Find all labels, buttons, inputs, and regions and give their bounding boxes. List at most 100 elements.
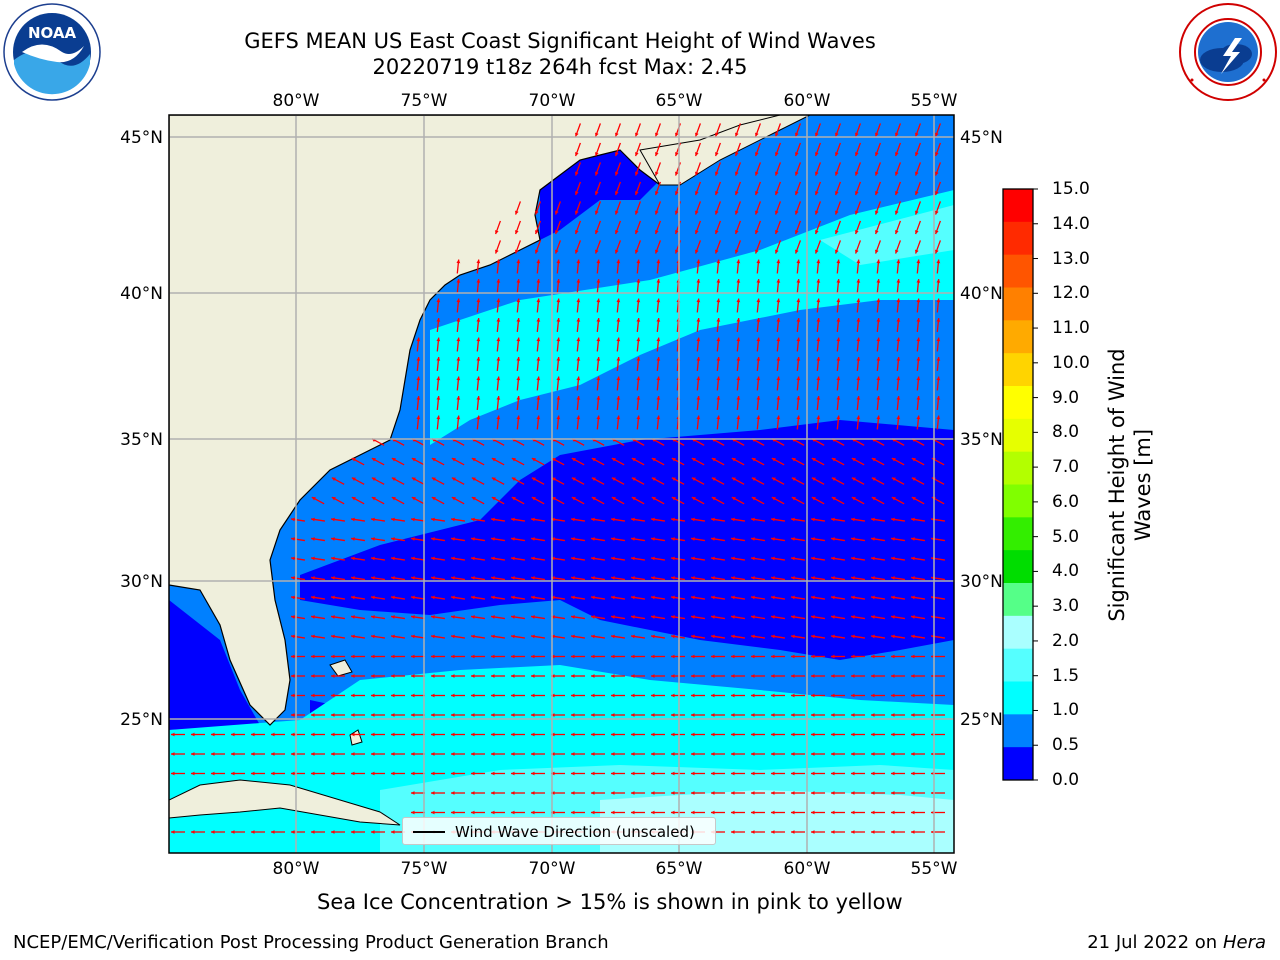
wave-arrow-head xyxy=(556,259,561,264)
wave-arrow-head xyxy=(911,791,915,795)
wave-arrow-head xyxy=(631,595,635,600)
wave-arrow-head xyxy=(591,791,595,795)
wave-arrow-head xyxy=(616,415,621,420)
wave-arrow-head xyxy=(436,318,441,322)
wave-arrow-head xyxy=(371,674,375,678)
wave-arrow-head xyxy=(576,259,581,264)
wave-arrow-head xyxy=(811,791,815,795)
wave-arrow-head xyxy=(871,791,875,795)
wave-arrow-head xyxy=(691,654,695,659)
wave-arrow-head xyxy=(755,191,759,196)
wave-arrow-head xyxy=(731,477,736,482)
wave-arrow-head xyxy=(456,337,461,342)
wave-arrow-head xyxy=(631,556,635,561)
wave-arrow-head xyxy=(516,396,521,400)
wave-arrow-head xyxy=(531,556,535,561)
wave-arrow-head xyxy=(351,654,355,659)
wave-arrow-head xyxy=(556,396,561,400)
wave-arrow-head xyxy=(656,279,661,283)
wave-arrow-head xyxy=(615,230,619,235)
wave-arrow-head xyxy=(911,517,915,522)
wave-arrow-head xyxy=(916,415,921,420)
wave-arrow-head xyxy=(871,752,875,756)
wave-arrow-head xyxy=(331,576,335,580)
wave-arrow-head xyxy=(811,713,815,717)
wave-arrow-head xyxy=(791,752,795,756)
wave-arrow-head xyxy=(731,752,735,756)
wave-arrow-head xyxy=(835,132,839,137)
wave-arrow-head xyxy=(651,791,655,795)
wave-arrow-head xyxy=(691,771,695,776)
wave-arrow-head xyxy=(491,654,495,659)
wave-arrow-head xyxy=(471,674,475,678)
wave-arrow-head xyxy=(571,517,575,522)
wave-arrow-head xyxy=(431,713,435,717)
wave-arrow-head xyxy=(816,337,821,342)
wave-arrow-head xyxy=(451,556,455,561)
wave-arrow-head xyxy=(511,791,515,795)
wave-arrow-head xyxy=(631,732,635,737)
nws-logo xyxy=(1179,3,1277,101)
wave-arrow-head xyxy=(815,171,819,176)
wave-arrow-head xyxy=(811,556,815,561)
wave-arrow-head xyxy=(791,556,795,561)
wave-arrow-head xyxy=(895,191,899,196)
wave-arrow-head xyxy=(651,771,655,776)
wave-arrow-head xyxy=(611,654,615,659)
wave-arrow-head xyxy=(551,576,555,580)
wave-arrow-head xyxy=(471,654,475,659)
wave-arrow-head xyxy=(655,132,659,137)
wave-arrow-head xyxy=(351,752,355,756)
wave-arrow-head xyxy=(536,396,541,400)
wave-arrow-head xyxy=(456,415,461,420)
wave-arrow-head xyxy=(771,595,775,600)
wave-arrow-head xyxy=(935,191,939,196)
lat-label-right: 25°N xyxy=(960,710,1003,730)
wave-arrow-head xyxy=(416,396,421,400)
wave-arrow-head xyxy=(656,259,661,264)
wave-arrow-head xyxy=(696,279,701,283)
wave-arrow-head xyxy=(331,693,335,698)
wave-arrow-head xyxy=(291,654,295,659)
wave-arrow-head xyxy=(271,771,275,776)
wave-arrow-head xyxy=(516,259,521,264)
wave-arrow-head xyxy=(191,732,195,737)
wave-arrow-head xyxy=(631,752,635,756)
wave-arrow-head xyxy=(571,615,575,619)
colorbar-tick-label: 5.0 xyxy=(1052,526,1080,547)
wave-arrow-head xyxy=(311,615,315,619)
wave-arrow-head xyxy=(616,357,621,361)
wave-arrow-head xyxy=(651,615,655,619)
wave-arrow-head xyxy=(791,713,795,717)
wave-arrow-head xyxy=(775,249,779,254)
wave-arrow-head xyxy=(691,791,695,795)
wave-arrow-head xyxy=(471,537,475,541)
wave-arrow-head xyxy=(791,477,796,482)
wave-arrow-head xyxy=(831,732,835,737)
wave-arrow-head xyxy=(875,132,879,137)
wave-arrow-head xyxy=(591,654,595,659)
wave-arrow-head xyxy=(735,171,739,176)
wave-arrow-head xyxy=(811,752,815,756)
wave-arrow-head xyxy=(556,279,561,283)
wave-arrow-head xyxy=(671,634,675,639)
wave-arrow-head xyxy=(816,415,821,420)
wave-arrow-head xyxy=(876,298,881,303)
wave-arrow-head xyxy=(935,210,939,215)
wave-arrow-head xyxy=(831,752,835,756)
wave-arrow-head xyxy=(876,396,881,400)
colorbar-label-line2: Waves [m] xyxy=(1131,428,1155,542)
wave-arrow-head xyxy=(351,732,355,737)
wave-arrow-head xyxy=(655,210,659,215)
wave-arrow-head xyxy=(795,132,799,137)
colorbar xyxy=(1002,188,1038,781)
wave-arrow-head xyxy=(391,771,395,776)
wave-arrow-head xyxy=(491,576,495,580)
wave-arrow-head xyxy=(891,674,895,678)
wave-arrow-head xyxy=(631,517,635,522)
wave-arrow-head xyxy=(471,517,475,522)
wave-arrow-head xyxy=(796,298,801,303)
wave-arrow-head xyxy=(511,634,515,639)
wave-arrow-head xyxy=(855,230,859,235)
wave-arrow-head xyxy=(536,415,541,420)
